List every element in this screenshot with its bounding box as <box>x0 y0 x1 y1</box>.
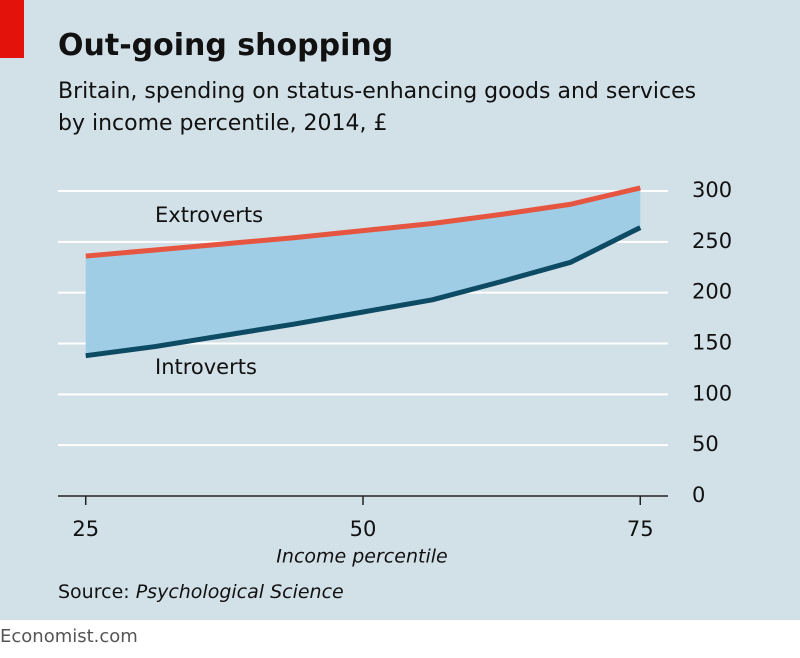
source-label: Source: <box>58 581 130 603</box>
footer: Economist.com <box>0 626 138 647</box>
chart-title: Out-going shopping <box>58 28 394 63</box>
x-tick-label: 75 <box>627 517 654 541</box>
line-series <box>85 225 642 359</box>
y-tick-label: 0 <box>692 483 705 507</box>
y-tick-label: 200 <box>692 280 732 304</box>
series-label: Extroverts <box>155 203 263 227</box>
gap-area <box>85 187 641 356</box>
series-label: Introverts <box>155 355 257 379</box>
brand-tag <box>0 0 24 58</box>
y-tick-label: 150 <box>692 331 732 355</box>
y-tick-label: 50 <box>692 432 719 456</box>
x-axis-label: Income percentile <box>276 546 447 568</box>
y-tick-label: 100 <box>692 381 732 405</box>
y-tick-label: 250 <box>692 229 732 253</box>
chart-subtitle: Britain, spending on status-enhancing go… <box>58 79 697 136</box>
x-tick-label: 50 <box>350 517 377 541</box>
footer-bar <box>0 620 800 658</box>
line-series <box>85 185 641 259</box>
source: Source: Psychological Science <box>58 581 344 603</box>
x-tick-label: 25 <box>72 517 99 541</box>
plot: Income percentile Source: Psychological … <box>58 178 732 603</box>
y-tick-label: 300 <box>692 178 732 202</box>
source-name: Psychological Science <box>136 581 344 603</box>
